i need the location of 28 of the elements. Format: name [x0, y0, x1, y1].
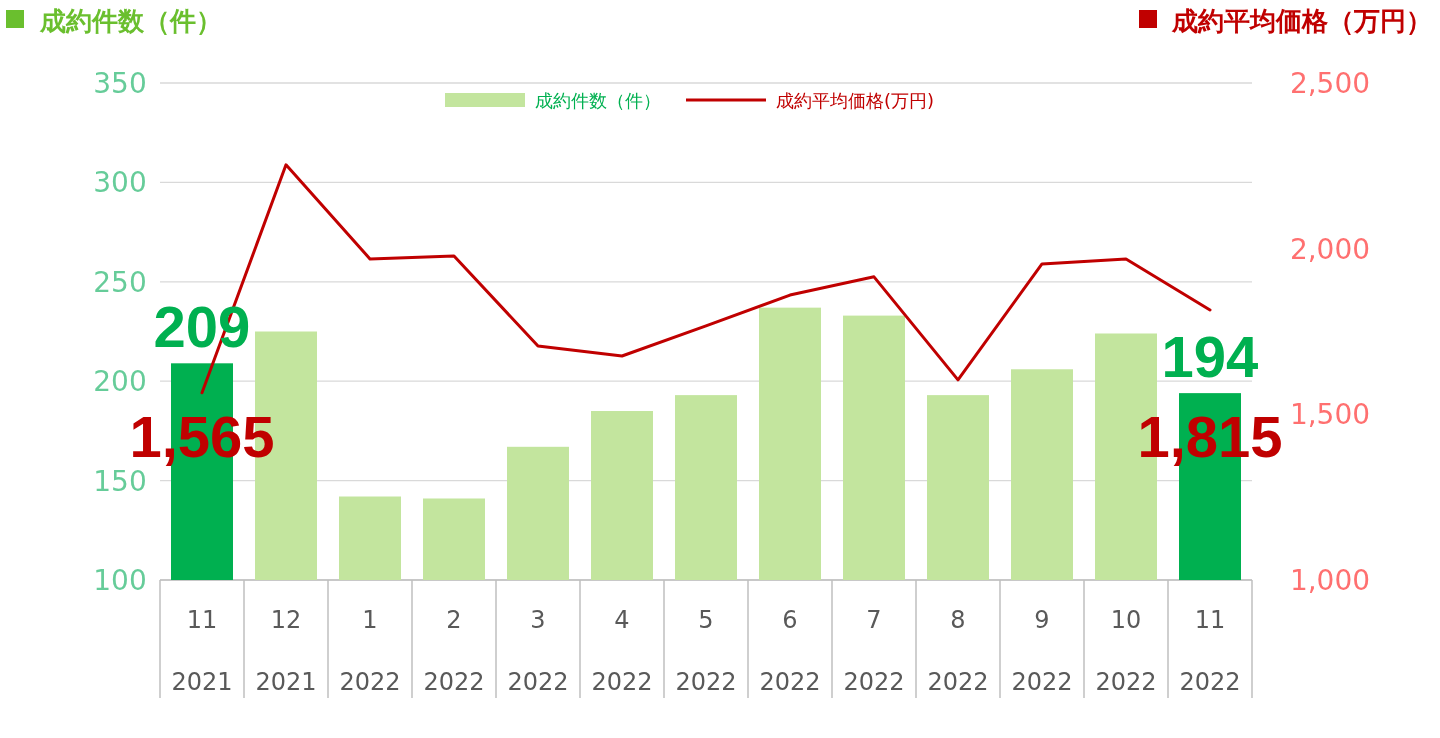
- category-label: 3 2022: [507, 606, 569, 696]
- category-label: 10 2022: [1095, 606, 1157, 696]
- y2-tick-label: 2,500: [1289, 67, 1371, 100]
- y-axis-title: 成約件数（件）: [39, 6, 222, 36]
- category-label: 6 2022: [759, 606, 821, 696]
- category-label: 8 2022: [927, 606, 989, 696]
- y2-axis-title: 成約平均価格（万円）: [1171, 6, 1432, 36]
- category-label: 4 2022: [591, 606, 653, 696]
- category-label: 11 2022: [1179, 606, 1241, 696]
- y-tick-label: 350: [93, 67, 147, 100]
- category-label: 5 2022: [675, 606, 737, 696]
- category-label: 7 2022: [843, 606, 905, 696]
- legend-label: 成約平均価格(万円): [776, 90, 935, 111]
- legend-label: 成約件数（件）: [535, 90, 661, 111]
- y-tick-label: 250: [93, 265, 147, 299]
- y-tick-label: 300: [93, 166, 147, 200]
- y2-tick-label: 1,000: [1289, 564, 1371, 597]
- y2-tick-label: 2,000: [1289, 232, 1371, 266]
- y-tick-label: 150: [93, 464, 147, 498]
- category-label: 11 2021: [171, 606, 233, 696]
- y-tick-label: 200: [93, 365, 147, 399]
- category-label: 9 2022: [1011, 606, 1073, 696]
- category-label: 2 2022: [423, 606, 485, 696]
- y2-tick-label: 1,500: [1289, 398, 1371, 432]
- y-tick-label: 100: [93, 564, 147, 597]
- category-label: 1 2022: [339, 606, 401, 696]
- data-label: 194: [1161, 324, 1259, 390]
- category-label: 12 2021: [255, 606, 317, 696]
